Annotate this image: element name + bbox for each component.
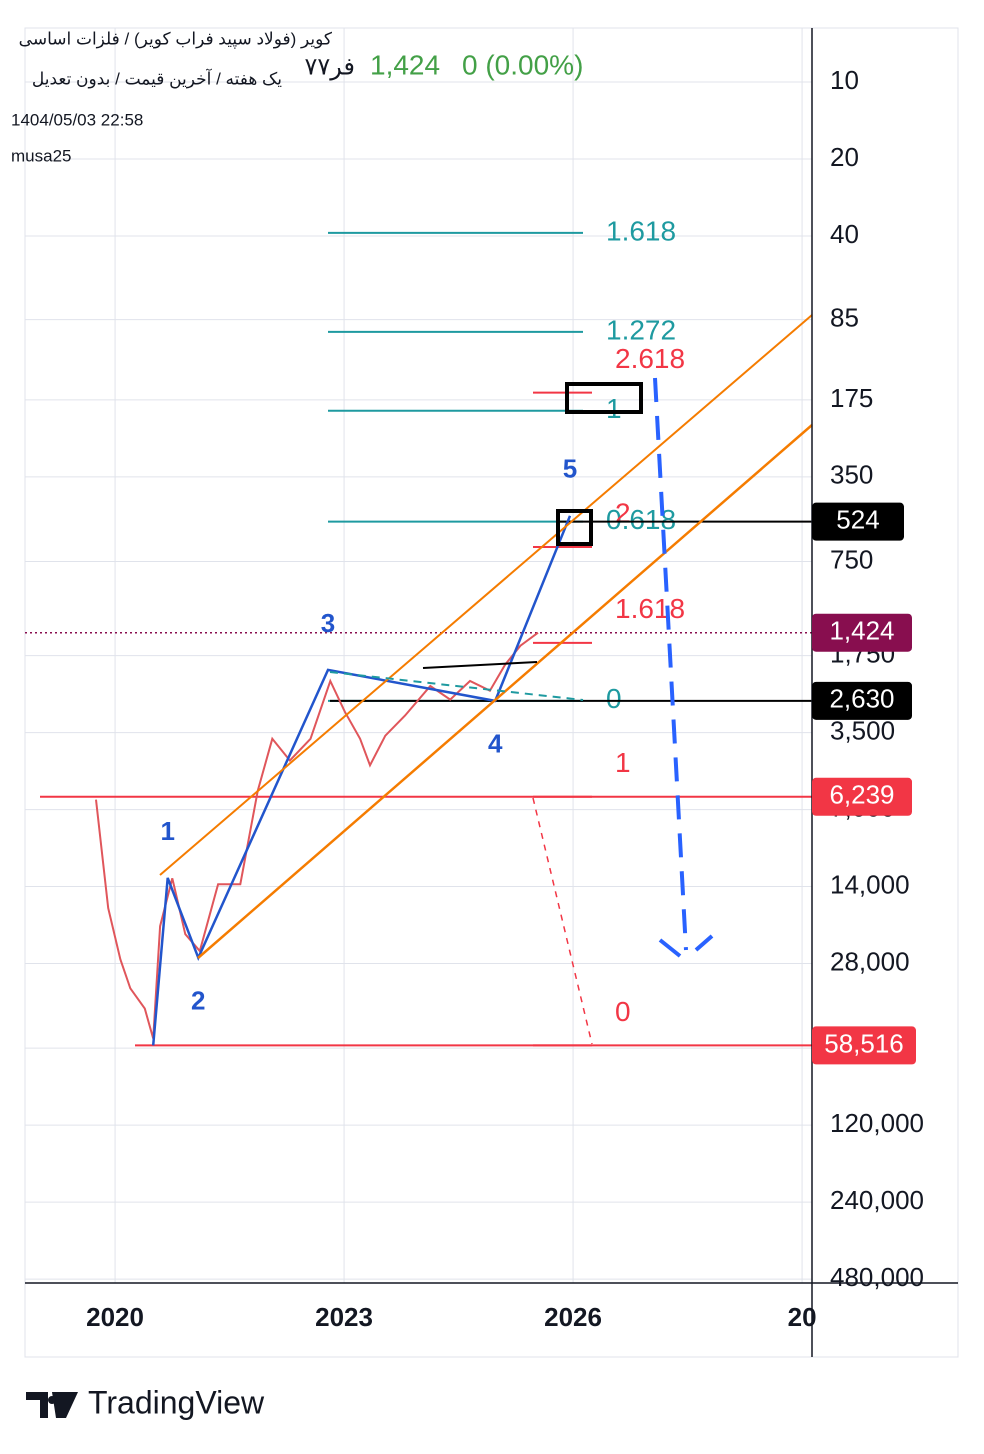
price-label: 6,239 <box>829 780 894 810</box>
price-label-box <box>812 777 912 816</box>
wave-label: 3 <box>321 608 335 638</box>
y-tick-label: 40 <box>830 219 859 249</box>
ticker: فر۷۷ <box>305 53 356 80</box>
wave-label: 1 <box>161 816 175 846</box>
timestamp: 1404/05/03 22:58 <box>11 110 143 129</box>
x-tick-label: 20 <box>788 1302 817 1332</box>
x-tick-label: 2026 <box>544 1302 602 1332</box>
target-box <box>565 382 643 414</box>
x-tick-label: 2023 <box>315 1302 373 1332</box>
price-labels: 524 1,424 2,630 6,239 58,516 <box>812 502 916 1065</box>
fib-label: 1 <box>615 747 631 778</box>
arrow-head <box>658 934 714 958</box>
settings-line: یک هفته / آخرین قیمت / بدون تعدیل <box>32 67 282 88</box>
trend-line <box>422 661 538 669</box>
y-tick-label: 750 <box>830 544 873 574</box>
fib-label: 1.272 <box>606 314 676 345</box>
wave-path <box>151 515 572 1046</box>
y-tick-label: 120,000 <box>830 1108 924 1138</box>
wave-label: 4 <box>488 729 503 759</box>
last-price: 1,424 <box>370 49 440 80</box>
author: musa25 <box>11 146 71 165</box>
tradingview-logo: TradingView <box>26 1384 265 1420</box>
fib-label: 0 <box>606 683 622 714</box>
y-tick-label: 3,500 <box>830 715 895 745</box>
brand: TradingView <box>88 1384 265 1420</box>
price-label-box <box>812 613 912 652</box>
projection-arrow <box>653 377 688 951</box>
y-tick-label: 350 <box>830 460 873 490</box>
grid <box>25 28 812 1283</box>
wave-label: 5 <box>563 454 577 484</box>
fib-label: 2 <box>615 497 631 528</box>
y-tick-label: 175 <box>830 383 873 413</box>
fib-label: 1.618 <box>615 593 685 624</box>
wave-label: 2 <box>191 986 205 1016</box>
price-label-box <box>812 1026 916 1065</box>
y-tick-label: 28,000 <box>830 946 910 976</box>
symbol-line: کویر (فولاد سپید فراب کویر) / فلزات اساس… <box>19 29 333 49</box>
price-label-box <box>812 502 904 541</box>
price-label: 2,630 <box>829 684 894 714</box>
price-label: 58,516 <box>824 1028 904 1058</box>
y-tick-label: 10 <box>830 65 859 95</box>
channel-line <box>159 314 813 876</box>
fib-label: 1 <box>606 393 622 424</box>
y-tick-label: 240,000 <box>830 1185 924 1215</box>
fib-label: 2.618 <box>615 343 685 374</box>
y-tick-label: 480,000 <box>830 1262 924 1292</box>
x-tick-label: 2020 <box>86 1302 144 1332</box>
price-label-box <box>812 681 912 720</box>
fib-label: 1.618 <box>606 215 676 246</box>
trend-line <box>329 671 584 701</box>
y-tick-label: 85 <box>830 303 859 333</box>
price-change: 0 (0.00%) <box>462 49 583 80</box>
price-label: 1,424 <box>829 616 894 646</box>
y-tick-label: 20 <box>830 142 859 172</box>
y-tick-label: 14,000 <box>830 869 910 899</box>
price-label: 524 <box>836 505 879 535</box>
channel-line <box>197 424 813 959</box>
fib-label: 0 <box>615 996 631 1027</box>
target-box <box>556 509 593 546</box>
